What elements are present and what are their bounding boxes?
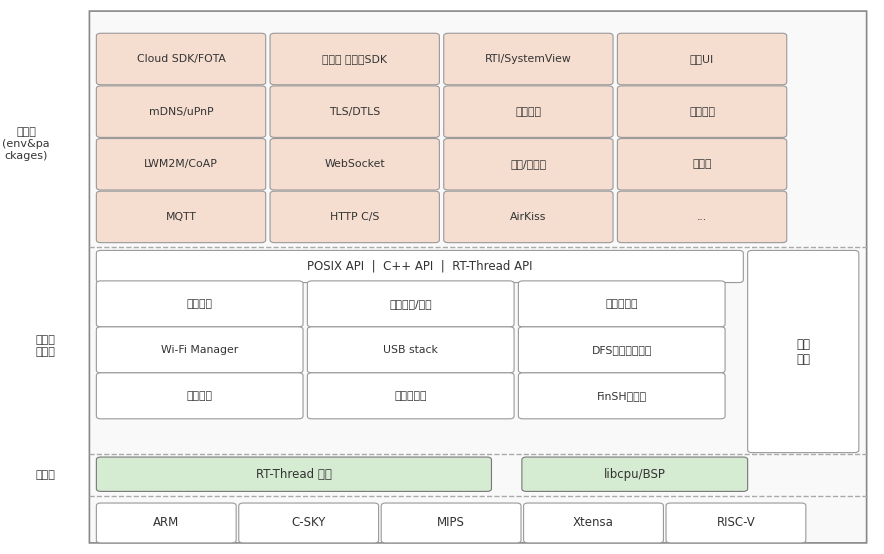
Text: 第三方 云接入SDK: 第三方 云接入SDK — [322, 54, 387, 64]
Text: WebSocket: WebSocket — [324, 159, 385, 170]
FancyBboxPatch shape — [444, 86, 613, 137]
FancyBboxPatch shape — [89, 11, 866, 543]
Text: POSIX API  |  C++ API  |  RT-Thread API: POSIX API | C++ API | RT-Thread API — [307, 260, 532, 273]
Text: 软件包
(env&pa
ckages): 软件包 (env&pa ckages) — [2, 127, 50, 161]
FancyBboxPatch shape — [96, 86, 266, 137]
FancyBboxPatch shape — [617, 33, 787, 85]
Text: MIPS: MIPS — [438, 516, 465, 530]
Text: 安全
框架: 安全 框架 — [796, 337, 811, 366]
Text: libcpu/BSP: libcpu/BSP — [604, 468, 666, 481]
FancyBboxPatch shape — [239, 503, 378, 543]
Text: C-SKY: C-SKY — [292, 516, 326, 530]
FancyBboxPatch shape — [518, 373, 725, 419]
FancyBboxPatch shape — [96, 250, 743, 283]
Text: mDNS/uPnP: mDNS/uPnP — [149, 106, 213, 117]
FancyBboxPatch shape — [617, 86, 787, 137]
Text: ...: ... — [697, 212, 707, 222]
FancyBboxPatch shape — [518, 281, 725, 327]
Text: Xtensa: Xtensa — [573, 516, 614, 530]
Text: 网络框架: 网络框架 — [187, 299, 213, 309]
FancyBboxPatch shape — [748, 250, 859, 453]
FancyBboxPatch shape — [444, 33, 613, 85]
FancyBboxPatch shape — [381, 503, 521, 543]
FancyBboxPatch shape — [96, 33, 266, 85]
FancyBboxPatch shape — [523, 503, 663, 543]
Text: ARM: ARM — [153, 516, 179, 530]
FancyBboxPatch shape — [96, 327, 303, 373]
Text: 脚本引擎: 脚本引擎 — [515, 106, 541, 117]
FancyBboxPatch shape — [444, 191, 613, 243]
Text: 组件和
服务层: 组件和 服务层 — [35, 336, 55, 357]
Text: 键值数据库: 键值数据库 — [606, 299, 638, 309]
Text: 压缩/解压库: 压缩/解压库 — [510, 159, 546, 170]
Text: 内核层: 内核层 — [35, 470, 55, 480]
FancyBboxPatch shape — [270, 191, 439, 243]
Text: RTI/SystemView: RTI/SystemView — [485, 54, 572, 64]
FancyBboxPatch shape — [522, 457, 748, 491]
FancyBboxPatch shape — [518, 327, 725, 373]
Text: 数据库: 数据库 — [692, 159, 712, 170]
Text: Wi-Fi Manager: Wi-Fi Manager — [161, 345, 239, 355]
Text: RT-Thread 内核: RT-Thread 内核 — [256, 468, 332, 481]
Text: TLS/DTLS: TLS/DTLS — [329, 106, 380, 117]
Text: DFS虚拟文件系统: DFS虚拟文件系统 — [591, 345, 652, 355]
FancyBboxPatch shape — [666, 503, 806, 543]
FancyBboxPatch shape — [308, 373, 514, 419]
Text: HTTP C/S: HTTP C/S — [330, 212, 379, 222]
Text: USB stack: USB stack — [384, 345, 438, 355]
Text: LWM2M/CoAP: LWM2M/CoAP — [144, 159, 218, 170]
Text: Cloud SDK/FOTA: Cloud SDK/FOTA — [137, 54, 225, 64]
Text: MQTT: MQTT — [165, 212, 196, 222]
FancyBboxPatch shape — [617, 138, 787, 190]
FancyBboxPatch shape — [96, 191, 266, 243]
Text: 设备框架: 设备框架 — [187, 391, 213, 401]
FancyBboxPatch shape — [270, 86, 439, 137]
Text: 音频框架: 音频框架 — [689, 106, 715, 117]
Text: 柿饼UI: 柿饼UI — [690, 54, 714, 64]
Text: AirKiss: AirKiss — [510, 212, 546, 222]
FancyBboxPatch shape — [270, 33, 439, 85]
FancyBboxPatch shape — [96, 281, 303, 327]
FancyBboxPatch shape — [96, 503, 236, 543]
Text: RISC-V: RISC-V — [717, 516, 755, 530]
FancyBboxPatch shape — [96, 457, 492, 491]
FancyBboxPatch shape — [308, 281, 514, 327]
FancyBboxPatch shape — [308, 327, 514, 373]
FancyBboxPatch shape — [270, 138, 439, 190]
Text: 异常处理/日志: 异常处理/日志 — [390, 299, 432, 309]
FancyBboxPatch shape — [96, 138, 266, 190]
Text: 低功耗管理: 低功耗管理 — [394, 391, 427, 401]
FancyBboxPatch shape — [617, 191, 787, 243]
Text: FinSH控制台: FinSH控制台 — [597, 391, 647, 401]
FancyBboxPatch shape — [444, 138, 613, 190]
FancyBboxPatch shape — [96, 373, 303, 419]
